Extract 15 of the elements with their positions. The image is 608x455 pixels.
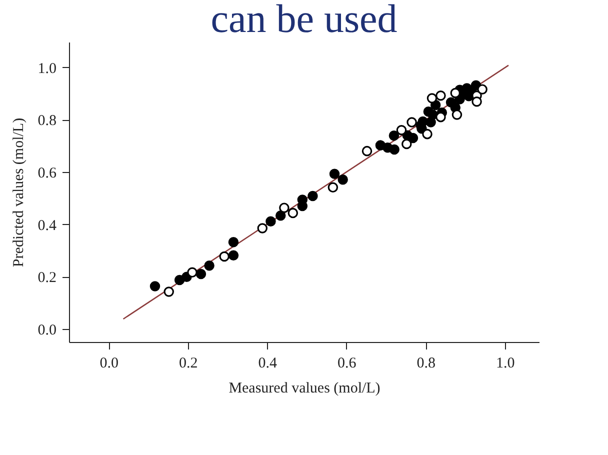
y-tick-label: 0.2	[38, 270, 56, 286]
y-tick-label: 0.6	[38, 165, 57, 182]
y-tick-label: 0.4	[38, 218, 57, 234]
y-tick-label: 1.0	[38, 60, 56, 77]
x-tick-label: 1.0	[496, 356, 515, 372]
x-tick-label: 0.0	[100, 356, 119, 372]
x-tick-label: 0.4	[258, 356, 278, 372]
y-tick-label: 0.8	[38, 113, 56, 130]
chart-title: can be used	[210, 0, 398, 41]
x-tick-label: 0.8	[416, 356, 436, 372]
y-axis-title: Predicted values (mol/L)	[10, 118, 27, 268]
y-tick-label: 0.0	[38, 322, 56, 338]
x-axis-title: Measured values (mol/L)	[228, 380, 380, 396]
x-tick-label: 0.6	[338, 356, 357, 372]
x-tick-label: 0.2	[179, 356, 198, 372]
